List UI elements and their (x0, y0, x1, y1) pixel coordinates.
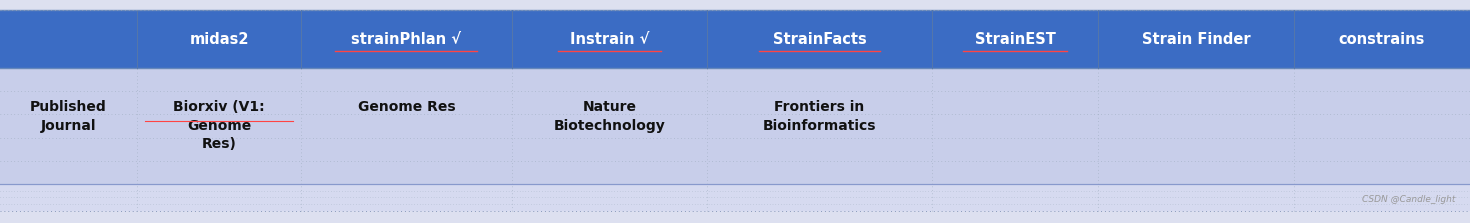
Text: Frontiers in
Bioinformatics: Frontiers in Bioinformatics (763, 101, 876, 133)
Text: midas2: midas2 (190, 31, 248, 47)
Text: Strain Finder: Strain Finder (1142, 31, 1250, 47)
Text: strainPhlan √: strainPhlan √ (351, 31, 462, 47)
Text: Biorxiv (V1:
Genome
Res): Biorxiv (V1: Genome Res) (173, 101, 265, 151)
Bar (0, 68, 1470, 184)
Text: Genome Res: Genome Res (357, 101, 456, 114)
Text: StrainEST: StrainEST (975, 31, 1055, 47)
Text: constrains: constrains (1339, 31, 1424, 47)
Text: Published
Journal: Published Journal (29, 101, 107, 133)
Bar (0, 184, 1470, 211)
Text: Instrain √: Instrain √ (570, 31, 648, 47)
Text: CSDN @Candle_light: CSDN @Candle_light (1361, 195, 1455, 204)
Text: Nature
Biotechnology: Nature Biotechnology (553, 101, 666, 133)
Text: StrainFacts: StrainFacts (773, 31, 866, 47)
Bar (0, 10, 1470, 68)
